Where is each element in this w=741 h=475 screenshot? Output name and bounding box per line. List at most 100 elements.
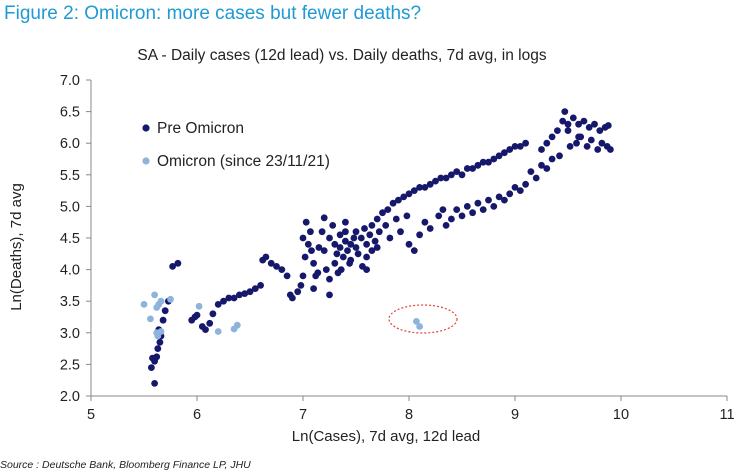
pre-omicron-point xyxy=(251,285,259,292)
pre-omicron-point xyxy=(320,214,328,222)
pre-omicron-point xyxy=(448,215,455,223)
figure-title: Figure 2: Omicron: more cases but fewer … xyxy=(4,3,422,24)
pre-omicron-point xyxy=(302,218,310,226)
pre-omicron-point xyxy=(379,209,386,217)
pre-omicron-point xyxy=(532,174,540,182)
pre-omicron-point xyxy=(400,193,408,201)
y-tick-label: 5.5 xyxy=(60,168,80,184)
pre-omicron-point xyxy=(587,136,595,144)
pre-omicron-point xyxy=(154,345,162,352)
pre-omicron-point xyxy=(556,152,563,160)
pre-omicron-point xyxy=(395,196,402,204)
pre-omicron-point xyxy=(363,240,370,248)
pre-omicron-point xyxy=(246,288,254,296)
pre-omicron-point xyxy=(342,228,349,236)
omicron-point xyxy=(413,318,420,325)
y-tick-label: 6.5 xyxy=(60,105,80,121)
pre-omicron-point xyxy=(479,206,487,214)
x-axis-label: Ln(Cases), 7d avg, 12d lead xyxy=(292,428,480,445)
pre-omicron-point xyxy=(495,152,503,160)
pre-omicron-point xyxy=(304,240,312,248)
legend: Pre Omicron Omicron (since 23/11/21) xyxy=(142,120,330,170)
pre-omicron-point xyxy=(371,237,379,245)
pre-omicron-point xyxy=(437,174,445,182)
pre-omicron-point xyxy=(575,120,582,128)
pre-omicron-point xyxy=(354,250,362,258)
x-tick-label: 7 xyxy=(299,407,307,423)
omicron-point xyxy=(157,297,165,305)
pre-omicron-point xyxy=(318,228,326,236)
pre-omicron-point xyxy=(403,212,411,220)
pre-omicron-point xyxy=(604,122,612,129)
pre-omicron-point xyxy=(151,380,159,387)
pre-omicron-point xyxy=(267,259,275,267)
x-tick-label: 6 xyxy=(193,407,201,423)
pre-omicron-point xyxy=(410,247,418,255)
pre-omicron-point xyxy=(598,139,606,147)
pre-omicron-point xyxy=(202,326,209,333)
pre-omicron-point xyxy=(485,158,492,166)
pre-omicron-point xyxy=(522,180,529,188)
legend-label: Pre Omicron xyxy=(157,120,244,137)
pre-omicron-point xyxy=(469,165,476,172)
pre-omicron-point xyxy=(495,193,503,201)
pre-omicron-point xyxy=(469,209,476,217)
legend-marker xyxy=(142,157,150,165)
pre-omicron-point xyxy=(516,143,524,150)
x-tick-label: 10 xyxy=(613,407,629,423)
pre-omicron-point xyxy=(516,187,524,195)
pre-omicron-point xyxy=(439,206,447,214)
pre-omicron-point xyxy=(485,196,492,204)
pre-omicron-point xyxy=(326,291,333,299)
pre-omicron-point xyxy=(320,247,328,255)
pre-omicron-point xyxy=(373,215,381,223)
pre-omicron-point xyxy=(375,228,383,236)
pre-omicron-point xyxy=(594,146,602,153)
pre-omicron-point xyxy=(575,133,582,141)
pre-omicron-point xyxy=(416,184,423,191)
pre-omicron-point xyxy=(297,282,305,289)
pre-omicron-point xyxy=(148,364,155,371)
omicron-point xyxy=(153,329,161,337)
pre-omicron-point xyxy=(474,161,482,169)
data-points xyxy=(140,108,614,387)
pre-omicron-point xyxy=(308,247,315,255)
chart-title: SA - Daily cases (12d lead) vs. Daily de… xyxy=(137,47,546,64)
pre-omicron-point xyxy=(368,222,376,229)
pre-omicron-point xyxy=(344,247,351,255)
pre-omicron-point xyxy=(149,354,156,362)
pre-omicron-point xyxy=(347,240,355,248)
pre-omicron-point xyxy=(310,259,317,267)
pre-omicron-point xyxy=(585,124,593,131)
pre-omicron-point xyxy=(474,199,482,207)
pre-omicron-point xyxy=(294,288,302,296)
pre-omicron-point xyxy=(458,171,466,179)
pre-omicron-point xyxy=(573,139,580,147)
pre-omicron-point xyxy=(368,247,376,255)
pre-omicron-point xyxy=(421,218,429,226)
pre-omicron-point xyxy=(363,253,370,261)
pre-omicron-point xyxy=(416,231,423,239)
pre-omicron-point xyxy=(426,225,434,232)
pre-omicron-point xyxy=(543,165,551,172)
pre-omicron-point xyxy=(156,338,164,346)
pre-omicron-point xyxy=(435,212,443,220)
pre-omicron-point xyxy=(307,228,314,236)
pre-omicron-point xyxy=(346,259,353,267)
y-tick-label: 7.0 xyxy=(60,73,80,89)
omicron-point xyxy=(147,315,154,323)
pre-omicron-point xyxy=(373,244,381,251)
pre-omicron-point xyxy=(580,117,588,125)
pre-omicron-point xyxy=(382,222,390,229)
pre-omicron-point xyxy=(257,282,264,289)
pre-omicron-point xyxy=(342,218,349,226)
pre-omicron-point xyxy=(548,133,556,141)
pre-omicron-point xyxy=(278,266,286,273)
omicron-point xyxy=(214,328,222,335)
pre-omicron-point xyxy=(490,203,498,210)
x-tick-label: 8 xyxy=(405,407,413,423)
omicron-point xyxy=(167,295,174,303)
pre-omicron-point xyxy=(352,228,360,236)
pre-omicron-point xyxy=(458,212,466,220)
pre-omicron-point xyxy=(479,158,487,166)
